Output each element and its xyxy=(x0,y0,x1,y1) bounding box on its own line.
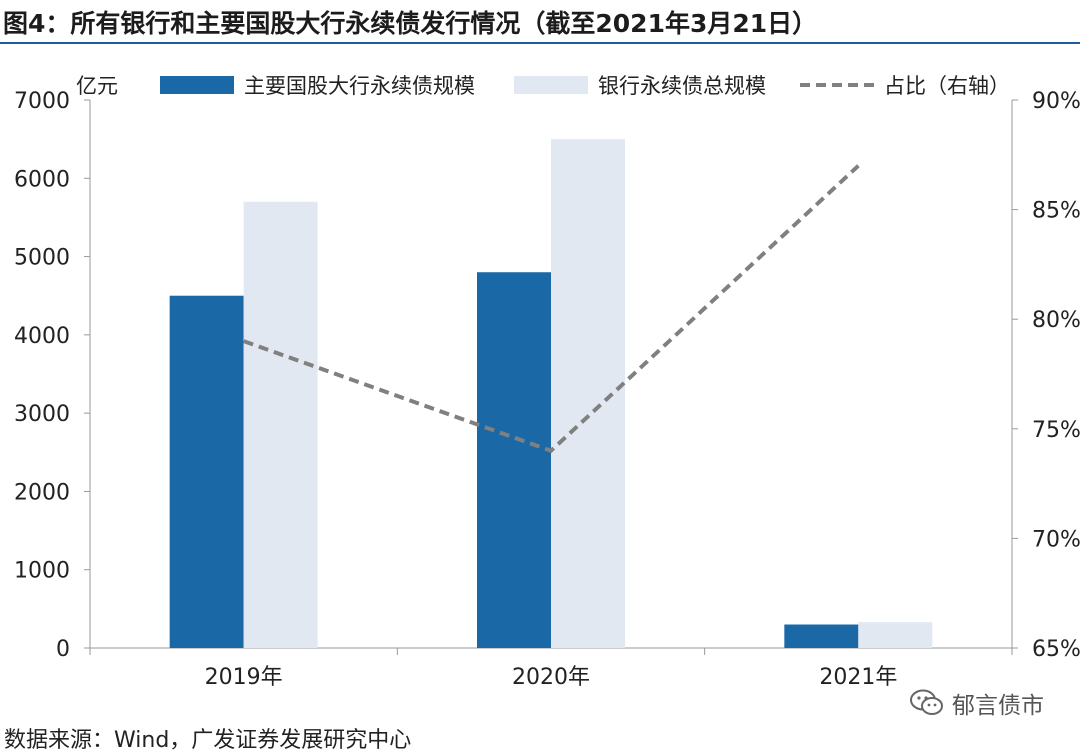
bar-major xyxy=(170,296,244,648)
y-left-tick-label: 7000 xyxy=(14,89,70,114)
legend-swatch-total xyxy=(514,76,588,94)
bar-major xyxy=(784,625,858,648)
legend-swatch-major xyxy=(160,76,234,94)
bar-major xyxy=(477,272,551,648)
legend-label-ratio: 占比（右轴） xyxy=(884,74,1010,98)
legend-label-total: 银行永续债总规模 xyxy=(598,74,766,98)
y-right-tick-label: 90% xyxy=(1032,89,1080,114)
watermark-text: 郁言债市 xyxy=(952,686,1044,720)
y-right-tick-label: 75% xyxy=(1032,418,1080,443)
y-left-tick-label: 4000 xyxy=(14,324,70,349)
y-left-tick-label: 3000 xyxy=(14,402,70,427)
y-left-tick-label: 5000 xyxy=(14,246,70,271)
x-tick-label: 2020年 xyxy=(512,665,590,690)
bar-total xyxy=(244,202,318,648)
watermark: 郁言债市 xyxy=(910,686,1044,720)
x-tick-label: 2021年 xyxy=(819,665,897,690)
legend-label-major: 主要国股大行永续债规模 xyxy=(244,74,475,98)
legend: 主要国股大行永续债规模 银行永续债总规模 占比（右轴） xyxy=(160,74,1010,98)
y-right-tick-label: 80% xyxy=(1032,308,1080,333)
y-left-tick-label: 2000 xyxy=(14,480,70,505)
y-right-tick-label: 85% xyxy=(1032,199,1080,224)
title-bar: 图4：所有银行和主要国股大行永续债发行情况（截至2021年3月21日） xyxy=(0,0,1080,44)
source-note: 数据来源：Wind，广发证券发展研究中心 xyxy=(4,722,411,754)
bar-total xyxy=(551,139,625,648)
bar-total xyxy=(858,622,932,648)
figure-title: 图4：所有银行和主要国股大行永续债发行情况（截至2021年3月21日） xyxy=(3,4,817,40)
plot-area: 0 1000 2000 3000 4000 5000 6000 7000 65% 70% 75% 80… xyxy=(14,89,1080,690)
y-right-tick-label: 70% xyxy=(1032,527,1080,552)
x-tick-label: 2019年 xyxy=(205,665,283,690)
chart: 亿元 主要国股大行永续债规模 银行永续债总规模 占比（右轴） 0 1000 2000… xyxy=(0,44,1080,720)
wechat-icon xyxy=(910,689,944,717)
y-left-tick-label: 0 xyxy=(56,637,70,662)
y-left-tick-label: 1000 xyxy=(14,559,70,584)
y-left-tick-label: 6000 xyxy=(14,167,70,192)
y-right-tick-label: 65% xyxy=(1032,637,1080,662)
y-left-unit: 亿元 xyxy=(76,74,118,98)
